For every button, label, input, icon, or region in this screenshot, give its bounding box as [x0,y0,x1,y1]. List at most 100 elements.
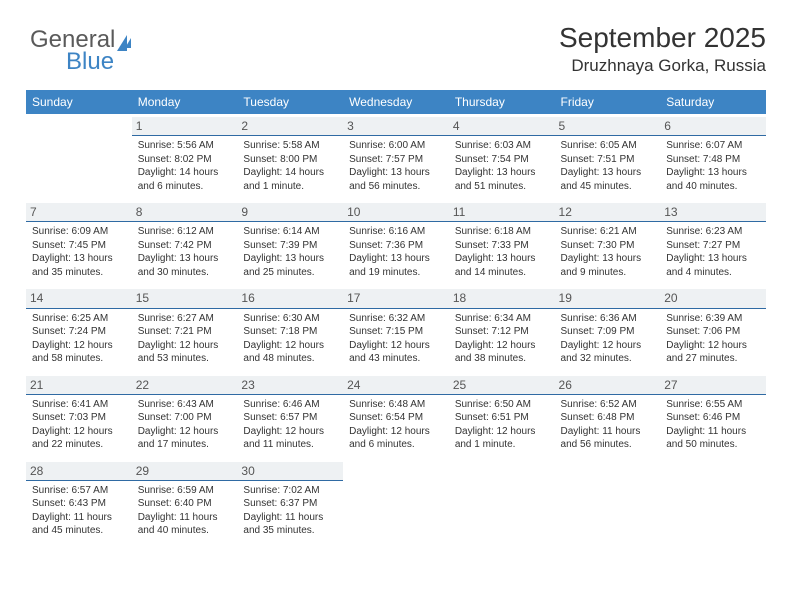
day-info-line: Sunrise: 6:27 AM [138,312,232,326]
day-info-line: Sunset: 7:57 PM [349,153,443,167]
day-header: Saturday [660,90,766,114]
day-info-line: Sunset: 7:54 PM [455,153,549,167]
day-number: 1 [132,117,238,136]
day-header: Sunday [26,90,132,114]
day-number [26,117,132,136]
day-info-line: Daylight: 14 hours and 1 minute. [243,166,337,193]
day-info-line: Daylight: 13 hours and 19 minutes. [349,252,443,279]
day-info-line: Sunset: 6:51 PM [455,411,549,425]
calendar-cell [555,459,661,545]
day-number: 28 [26,462,132,481]
calendar-cell: 27Sunrise: 6:55 AMSunset: 6:46 PMDayligh… [660,373,766,459]
day-info-line: Sunset: 7:51 PM [561,153,655,167]
day-info-line: Daylight: 12 hours and 32 minutes. [561,339,655,366]
day-number: 25 [449,376,555,395]
calendar-header-row: Sunday Monday Tuesday Wednesday Thursday… [26,90,766,114]
day-number: 24 [343,376,449,395]
day-number: 10 [343,203,449,222]
calendar-cell: 5Sunrise: 6:05 AMSunset: 7:51 PMDaylight… [555,114,661,200]
calendar-cell [449,459,555,545]
day-info-line: Sunset: 7:45 PM [32,239,126,253]
day-info-line: Sunrise: 6:57 AM [32,484,126,498]
day-number [449,462,555,481]
day-info-line: Sunrise: 6:36 AM [561,312,655,326]
day-info-line: Sunset: 8:00 PM [243,153,337,167]
day-info-line: Sunset: 7:39 PM [243,239,337,253]
day-info-line: Daylight: 11 hours and 45 minutes. [32,511,126,538]
day-number: 19 [555,289,661,308]
day-number: 22 [132,376,238,395]
day-header: Friday [555,90,661,114]
day-header: Wednesday [343,90,449,114]
day-info-line: Daylight: 11 hours and 40 minutes. [138,511,232,538]
day-number: 7 [26,203,132,222]
day-number: 17 [343,289,449,308]
day-number [660,462,766,481]
day-info-line: Daylight: 13 hours and 40 minutes. [666,166,760,193]
day-info-line: Sunset: 7:06 PM [666,325,760,339]
day-number: 13 [660,203,766,222]
day-info-line: Daylight: 13 hours and 45 minutes. [561,166,655,193]
day-info-line: Sunset: 7:27 PM [666,239,760,253]
day-info-line: Daylight: 13 hours and 14 minutes. [455,252,549,279]
calendar-week-row: 14Sunrise: 6:25 AMSunset: 7:24 PMDayligh… [26,286,766,372]
calendar-cell: 13 Sunrise: 6:23 AMSunset: 7:27 PMDayligh… [660,200,766,286]
calendar-week-row: 7Sunrise: 6:09 AMSunset: 7:45 PMDaylight… [26,200,766,286]
day-info-line: Daylight: 13 hours and 4 minutes. [666,252,760,279]
day-header: Thursday [449,90,555,114]
day-info-line: Sunset: 6:54 PM [349,411,443,425]
day-info-line: Daylight: 11 hours and 35 minutes. [243,511,337,538]
day-info-line: Sunrise: 6:55 AM [666,398,760,412]
day-info-line: Daylight: 14 hours and 6 minutes. [138,166,232,193]
day-info-line: Daylight: 12 hours and 11 minutes. [243,425,337,452]
day-info-line: Sunrise: 6:23 AM [666,225,760,239]
day-info-line: Sunrise: 6:39 AM [666,312,760,326]
calendar-cell: 9Sunrise: 6:14 AMSunset: 7:39 PMDaylight… [237,200,343,286]
day-info-line: Daylight: 13 hours and 30 minutes. [138,252,232,279]
calendar-cell: 3Sunrise: 6:00 AMSunset: 7:57 PMDaylight… [343,114,449,200]
calendar-week-row: 1Sunrise: 5:56 AMSunset: 8:02 PMDaylight… [26,114,766,200]
day-number: 9 [237,203,343,222]
calendar-cell: 8Sunrise: 6:12 AMSunset: 7:42 PMDaylight… [132,200,238,286]
day-info-line: Daylight: 12 hours and 1 minute. [455,425,549,452]
day-info-line: Sunset: 6:43 PM [32,497,126,511]
day-number: 29 [132,462,238,481]
calendar-cell: 17Sunrise: 6:32 AMSunset: 7:15 PMDayligh… [343,286,449,372]
day-info-line: Sunset: 6:48 PM [561,411,655,425]
calendar-cell: 12Sunrise: 6:21 AMSunset: 7:30 PMDayligh… [555,200,661,286]
day-info-line: Sunset: 6:57 PM [243,411,337,425]
calendar-cell: 2Sunrise: 5:58 AMSunset: 8:00 PMDaylight… [237,114,343,200]
day-info-line: Sunrise: 6:43 AM [138,398,232,412]
day-number: 15 [132,289,238,308]
day-number: 11 [449,203,555,222]
page-title: September 2025 [26,22,766,54]
calendar-cell: 28 Sunrise: 6:57 AMSunset: 6:43 PMDayligh… [26,459,132,545]
day-number: 8 [132,203,238,222]
day-info-line: Sunrise: 6:25 AM [32,312,126,326]
day-number: 26 [555,376,661,395]
day-info-line: Daylight: 12 hours and 53 minutes. [138,339,232,366]
calendar-cell: 29Sunrise: 6:59 AMSunset: 6:40 PMDayligh… [132,459,238,545]
day-info-line: Daylight: 12 hours and 43 minutes. [349,339,443,366]
calendar-cell: 14Sunrise: 6:25 AMSunset: 7:24 PMDayligh… [26,286,132,372]
day-info-line: Daylight: 13 hours and 35 minutes. [32,252,126,279]
day-number [555,462,661,481]
calendar-table: Sunday Monday Tuesday Wednesday Thursday… [26,90,766,545]
calendar-cell: 22Sunrise: 6:43 AMSunset: 7:00 PMDayligh… [132,373,238,459]
day-info-line: Sunset: 7:48 PM [666,153,760,167]
calendar-cell: 30Sunrise: 7:02 AMSunset: 6:37 PMDayligh… [237,459,343,545]
calendar-cell: 7Sunrise: 6:09 AMSunset: 7:45 PMDaylight… [26,200,132,286]
day-info-line: Sunrise: 5:58 AM [243,139,337,153]
day-info-line: Sunset: 6:37 PM [243,497,337,511]
day-info-line: Sunrise: 6:05 AM [561,139,655,153]
calendar-cell: 26Sunrise: 6:52 AMSunset: 6:48 PMDayligh… [555,373,661,459]
day-info-line: Sunset: 7:15 PM [349,325,443,339]
day-info-line: Sunrise: 5:56 AM [138,139,232,153]
day-number: 14 [26,289,132,308]
day-info-line: Daylight: 13 hours and 9 minutes. [561,252,655,279]
day-number: 12 [555,203,661,222]
day-info-line: Sunrise: 6:07 AM [666,139,760,153]
day-info-line: Sunset: 7:21 PM [138,325,232,339]
day-info-line: Sunrise: 6:00 AM [349,139,443,153]
calendar-body: 1Sunrise: 5:56 AMSunset: 8:02 PMDaylight… [26,114,766,545]
